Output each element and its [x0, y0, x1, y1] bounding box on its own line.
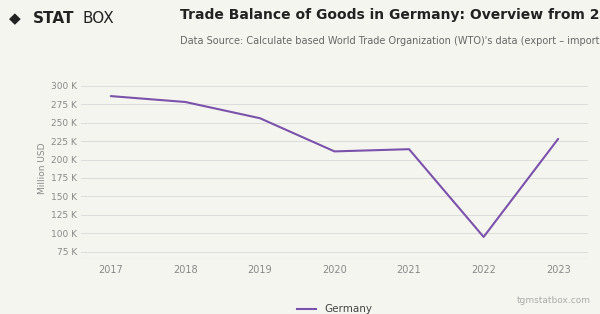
Legend: Germany: Germany [297, 304, 372, 314]
Text: ◆: ◆ [9, 11, 21, 26]
Text: tgmstatbox.com: tgmstatbox.com [517, 295, 591, 305]
Text: Data Source: Calculate based World Trade Organization (WTO)'s data (export – imp: Data Source: Calculate based World Trade… [180, 36, 600, 46]
Y-axis label: Million USD: Million USD [38, 142, 47, 194]
Text: Trade Balance of Goods in Germany: Overview from 2017 to 2023: Trade Balance of Goods in Germany: Overv… [180, 8, 600, 22]
Text: BOX: BOX [83, 11, 115, 26]
Text: STAT: STAT [33, 11, 74, 26]
